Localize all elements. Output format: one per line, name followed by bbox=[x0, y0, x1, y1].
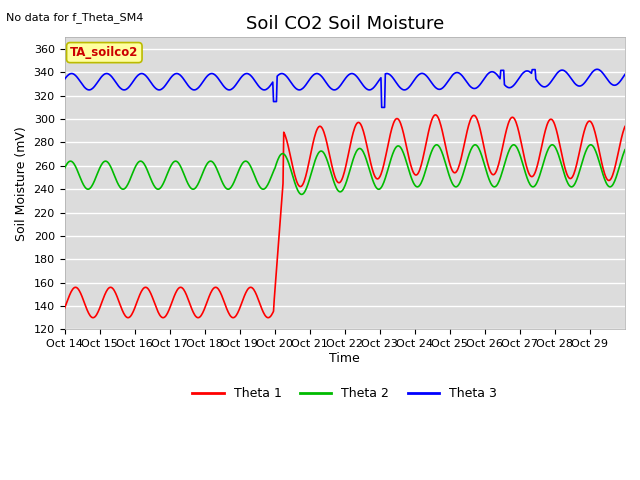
Text: No data for f_Theta_SM4: No data for f_Theta_SM4 bbox=[6, 12, 144, 23]
Title: Soil CO2 Soil Moisture: Soil CO2 Soil Moisture bbox=[246, 15, 444, 33]
Y-axis label: Soil Moisture (mV): Soil Moisture (mV) bbox=[15, 126, 28, 241]
Text: TA_soilco2: TA_soilco2 bbox=[70, 46, 138, 59]
X-axis label: Time: Time bbox=[330, 352, 360, 365]
Legend: Theta 1, Theta 2, Theta 3: Theta 1, Theta 2, Theta 3 bbox=[188, 382, 502, 405]
